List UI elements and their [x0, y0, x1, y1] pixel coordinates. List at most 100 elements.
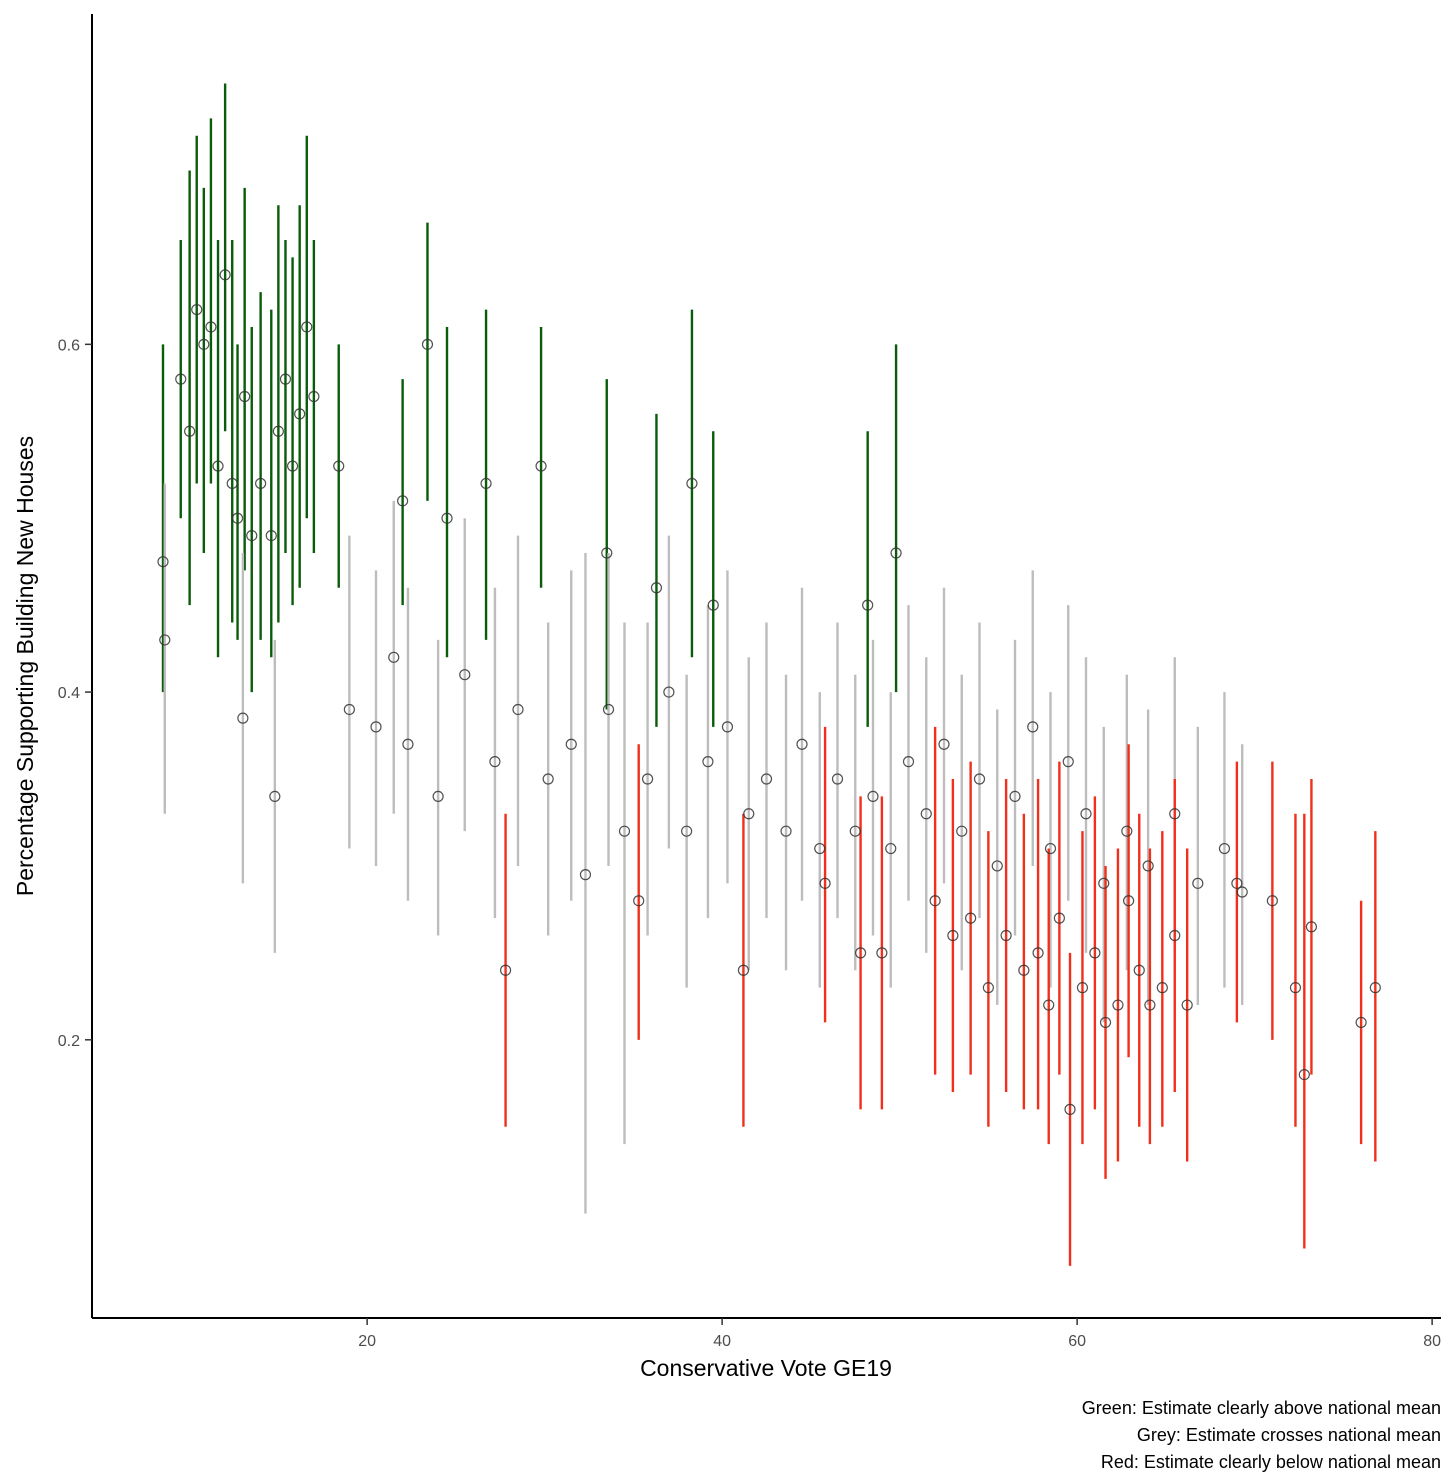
crosses-point-estimate [489, 756, 501, 768]
crosses-point-estimate [432, 790, 444, 803]
crosses-point-estimate [938, 738, 950, 750]
crosses-point-estimate [1062, 756, 1074, 768]
below-point-estimate [1053, 912, 1065, 924]
x-tick-label: 20 [358, 1333, 376, 1350]
y-tick-label: 0.6 [58, 337, 80, 354]
crosses-point-estimate [1218, 842, 1231, 855]
crosses-point-estimate [370, 721, 382, 733]
below-point-estimate [965, 912, 977, 924]
above-point-estimate [272, 425, 284, 437]
crosses-point-estimate [602, 703, 615, 716]
above-point-estimate [421, 338, 434, 350]
below-point-estimate [1369, 982, 1381, 994]
crosses-point-estimate [459, 669, 471, 681]
crosses-point-estimate [1044, 842, 1057, 855]
y-tick-label: 0.4 [58, 685, 80, 702]
crosses-point-estimate [814, 842, 826, 855]
above-point-estimate [535, 460, 547, 472]
x-axis-title: Conservative Vote GE19 [640, 1355, 892, 1381]
crosses-point-estimate [702, 756, 714, 768]
above-point-estimate [226, 477, 238, 490]
crosses-point-estimate [1080, 808, 1092, 820]
crosses-point-estimate [343, 703, 355, 716]
crosses-point-estimate [565, 738, 577, 750]
caption-line-red: Red: Estimate clearly below national mea… [1101, 1452, 1441, 1472]
crosses-point-estimate [743, 808, 755, 820]
crosses-point-estimate [618, 825, 631, 837]
below-point-estimate [1289, 982, 1302, 994]
y-axis-title: Percentage Supporting Building New House… [12, 436, 38, 896]
above-point-estimate [219, 269, 231, 281]
above-point-estimate [650, 582, 663, 594]
below-point-estimate [1133, 964, 1145, 976]
y-axis-ticks: 0.2 0.4 0.6 [58, 337, 92, 1050]
y-tick-label: 0.2 [58, 1033, 80, 1050]
crosses-point-estimate [760, 773, 773, 785]
below-point-estimate [737, 964, 750, 976]
below-point-estimate [1305, 921, 1318, 933]
below-point-estimate [1112, 999, 1124, 1011]
above-point-estimate [175, 373, 187, 385]
crosses-point-estimate [512, 703, 524, 716]
crosses-point-estimate [902, 756, 915, 768]
crosses-point-estimate [1236, 886, 1248, 898]
above-point-estimate [184, 425, 196, 437]
x-axis-ticks: 20 40 60 80 [358, 1318, 1441, 1350]
above-point-estimate [212, 460, 224, 472]
crosses-point-estimate [973, 773, 986, 785]
crosses-point-estimate [956, 825, 968, 837]
caption-line-green: Green: Estimate clearly above national m… [1082, 1398, 1441, 1418]
crosses-point-estimate [831, 773, 844, 785]
crosses-point-estimate [1009, 790, 1021, 803]
crosses-point-estimate [849, 825, 861, 837]
above-point-estimate [239, 390, 251, 403]
above-point-estimate [191, 303, 203, 316]
crosses-point-estimate [1192, 877, 1204, 889]
above-point-estimate [686, 477, 698, 490]
above-point-estimate [157, 556, 169, 568]
below-point-estimate [1032, 947, 1044, 959]
crosses-point-estimate [1098, 877, 1110, 889]
below-point-estimate [854, 947, 867, 959]
below-point-estimate [1355, 1016, 1367, 1029]
below-point-estimate [982, 982, 994, 994]
above-point-estimate [333, 460, 345, 472]
crosses-point-estimate [1142, 860, 1154, 872]
below-point-estimate [499, 964, 512, 976]
crosses-point-estimate [1121, 825, 1133, 837]
crosses-point-estimate [920, 808, 932, 820]
below-point-estimate [1122, 895, 1135, 907]
below-point-estimate [1231, 877, 1243, 889]
above-point-estimate [294, 408, 306, 420]
crosses-point-estimate [579, 869, 592, 881]
above-point-estimate [707, 599, 719, 611]
caption-line-grey: Grey: Estimate crosses national mean [1137, 1425, 1441, 1445]
crosses-point-estimate [663, 686, 675, 698]
below-point-estimate [1181, 999, 1193, 1011]
below-point-estimate [633, 895, 645, 907]
crosses-point-estimate [885, 842, 897, 855]
above-point-estimate [397, 495, 409, 507]
below-point-estimate [876, 947, 888, 959]
below-point-estimate [1298, 1068, 1310, 1081]
below-point-estimate [1064, 1103, 1076, 1115]
above-point-estimate [255, 477, 267, 490]
below-point-estimate [1000, 929, 1012, 942]
x-tick-label: 80 [1423, 1333, 1441, 1350]
crosses-point-estimate [641, 773, 654, 785]
series-above-national-mean [161, 83, 898, 727]
above-point-estimate [279, 373, 292, 385]
below-point-estimate [1169, 929, 1181, 942]
above-point-estimate [601, 547, 613, 559]
crosses-point-estimate [721, 721, 734, 733]
above-point-estimate [890, 547, 902, 559]
caption: Green: Estimate clearly above national m… [1082, 1398, 1441, 1472]
below-point-estimate [1089, 947, 1101, 959]
crosses-point-estimate [388, 651, 400, 663]
above-point-estimate [231, 512, 244, 524]
below-point-estimate [1266, 895, 1278, 907]
below-point-estimate [1043, 999, 1055, 1011]
crosses-point-estimate [991, 860, 1003, 872]
below-point-estimate [1099, 1016, 1112, 1029]
